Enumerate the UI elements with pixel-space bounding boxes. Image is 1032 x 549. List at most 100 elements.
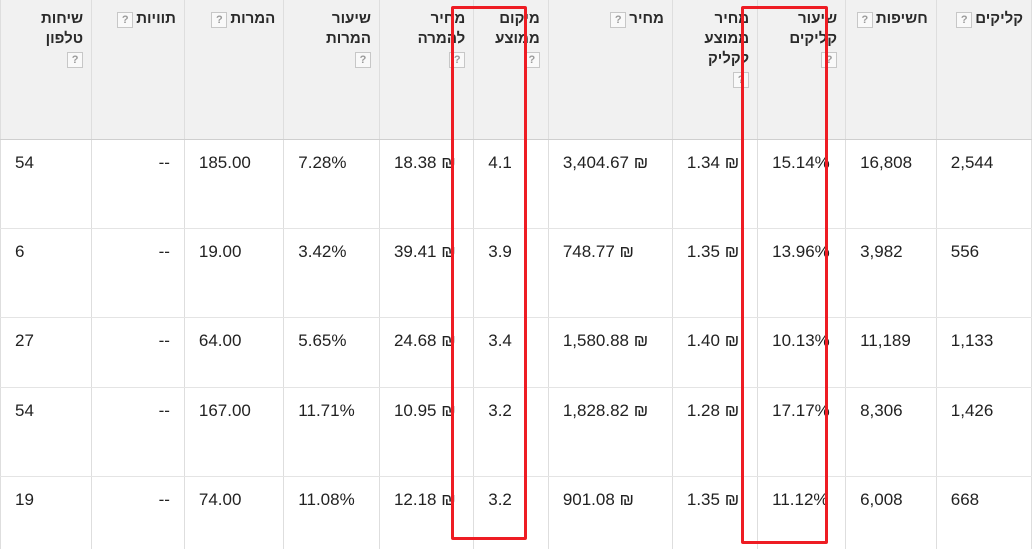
cell-cost-per-conv: ₪ 18.38 (378, 139, 475, 229)
cell-value: ₪ 12.18 (393, 489, 456, 509)
cell-labels: -- (91, 476, 185, 549)
cell-value: 17.17% (772, 400, 830, 420)
help-icon[interactable]: ? (523, 52, 540, 68)
cell-clicks: 668 (935, 476, 1032, 549)
cell-value: ₪ 3,404.67 (562, 152, 649, 172)
column-header-avg-pos[interactable]: מיקום ממוצע? (473, 0, 549, 140)
cell-value: 64.00 (198, 330, 242, 350)
help-icon[interactable]: ? (856, 12, 873, 29)
cell-value: 11.71% (298, 400, 355, 420)
help-icon[interactable]: ? (449, 52, 466, 68)
cell-value: 3.2 (488, 400, 512, 420)
cell-phone-calls: 27 (0, 317, 93, 388)
help-icon[interactable]: ? (354, 52, 371, 68)
cell-clicks: 1,426 (935, 387, 1032, 477)
cell-value: 10.13% (772, 330, 830, 350)
cell-value: -- (158, 330, 170, 350)
table-row: 1,133 11,189 10.13% ₪ 1.40 ₪ 1,580.88 3.4 ₪ 24… (0, 317, 1032, 388)
cell-value: 27 (15, 330, 34, 350)
column-header-label: שיחות טלפון (40, 10, 84, 47)
cell-value: ₪ 901.08 (562, 489, 634, 509)
cell-ctr: 10.13% (757, 317, 847, 388)
column-header-ctr[interactable]: שיעור קליקים? (757, 0, 847, 140)
cell-value: -- (158, 152, 170, 172)
cell-phone-calls: 54 (0, 139, 93, 229)
cell-value: -- (158, 489, 170, 509)
cell-phone-calls: 6 (0, 228, 93, 318)
cell-labels: -- (91, 317, 185, 388)
table-row: 668 6,008 11.12% ₪ 1.35 ₪ 901.08 3.2 ₪ 12.18 11… (0, 476, 1032, 549)
cell-value: 6,008 (860, 489, 903, 509)
cell-avg-pos: 3.2 (473, 387, 549, 477)
cell-value: 167.00 (198, 400, 251, 420)
column-header-avg-cpc[interactable]: מחיר ממוצע לקליק? (671, 0, 759, 140)
cell-value: 3.42% (298, 241, 347, 261)
cell-value: 1,133 (950, 330, 994, 350)
cell-value: 3,982 (860, 241, 903, 261)
cell-value: 7.28% (298, 152, 347, 172)
column-header-label: תוויות (136, 10, 176, 27)
cell-clicks: 556 (935, 228, 1032, 318)
help-icon[interactable]: ? (821, 52, 838, 68)
cell-value: 11.12% (772, 489, 829, 509)
column-header-label: שיעור המרות (326, 10, 371, 47)
cell-conv-rate: 11.08% (283, 476, 380, 549)
help-icon[interactable]: ? (117, 12, 134, 29)
help-icon[interactable]: ? (67, 52, 84, 68)
cell-value: 54 (15, 400, 34, 420)
cell-avg-cpc: ₪ 1.40 (671, 317, 759, 388)
cell-conv-rate: 5.65% (283, 317, 380, 388)
column-header-cost-per-conv[interactable]: מחיר להמרה? (378, 0, 475, 140)
cell-labels: -- (91, 228, 185, 318)
cell-value: 2,544 (950, 152, 994, 172)
cell-impressions: 16,808 (845, 139, 937, 229)
column-header-conv-rate[interactable]: שיעור המרות? (283, 0, 380, 140)
cell-impressions: 8,306 (845, 387, 937, 477)
table-row: 1,426 8,306 17.17% ₪ 1.28 ₪ 1,828.82 3.2 ₪ 10.… (0, 387, 1032, 477)
cell-ctr: 17.17% (757, 387, 847, 477)
cell-impressions: 11,189 (845, 317, 937, 388)
help-icon[interactable]: ? (956, 12, 973, 29)
cell-ctr: 15.14% (757, 139, 847, 229)
help-icon[interactable]: ? (610, 12, 627, 29)
column-header-label: מחיר ממוצע לקליק (704, 10, 750, 67)
column-header-clicks[interactable]: קליקים? (935, 0, 1032, 140)
cell-cost: ₪ 1,828.82 (547, 387, 673, 477)
cell-conversions: 64.00 (183, 317, 285, 388)
cell-ctr: 11.12% (757, 476, 847, 549)
cell-value: ₪ 24.68 (393, 330, 456, 350)
cell-value: ₪ 1,828.82 (562, 400, 649, 420)
column-header-label: קליקים (975, 10, 1023, 27)
column-header-label: מחיר (629, 10, 664, 27)
cell-value: 11.08% (298, 489, 355, 509)
cell-phone-calls: 19 (0, 476, 93, 549)
help-icon[interactable]: ? (211, 12, 228, 29)
cell-ctr: 13.96% (757, 228, 847, 318)
help-icon[interactable]: ? (733, 72, 750, 88)
cell-conversions: 185.00 (183, 139, 285, 229)
column-header-phone-calls[interactable]: שיחות טלפון? (0, 0, 93, 140)
cell-conv-rate: 3.42% (283, 228, 380, 318)
cell-value: 556 (950, 241, 980, 261)
column-header-conversions[interactable]: המרות? (183, 0, 285, 140)
cell-conversions: 19.00 (183, 228, 285, 318)
cell-impressions: 3,982 (845, 228, 937, 318)
cell-value: ₪ 1.34 (686, 152, 740, 172)
cell-cost-per-conv: ₪ 12.18 (378, 476, 475, 549)
cell-value: ₪ 10.95 (393, 400, 456, 420)
column-header-impressions[interactable]: חשיפות? (845, 0, 937, 140)
column-header-labels[interactable]: תוויות? (91, 0, 185, 140)
cell-value: 19.00 (198, 241, 242, 261)
column-header-cost[interactable]: מחיר? (547, 0, 673, 140)
cell-clicks: 2,544 (935, 139, 1032, 229)
table-row: 2,544 16,808 15.14% ₪ 1.34 ₪ 3,404.67 4.1 ₪ 18… (0, 139, 1032, 229)
cell-value: 668 (950, 489, 980, 509)
cell-impressions: 6,008 (845, 476, 937, 549)
cell-value: 185.00 (198, 152, 251, 172)
cell-value: ₪ 1.40 (686, 330, 740, 350)
cell-clicks: 1,133 (935, 317, 1032, 388)
cell-avg-cpc: ₪ 1.34 (671, 139, 759, 229)
cell-avg-cpc: ₪ 1.35 (671, 476, 759, 549)
table-row: 556 3,982 13.96% ₪ 1.35 ₪ 748.77 3.9 ₪ 39.41 3.… (0, 228, 1032, 318)
